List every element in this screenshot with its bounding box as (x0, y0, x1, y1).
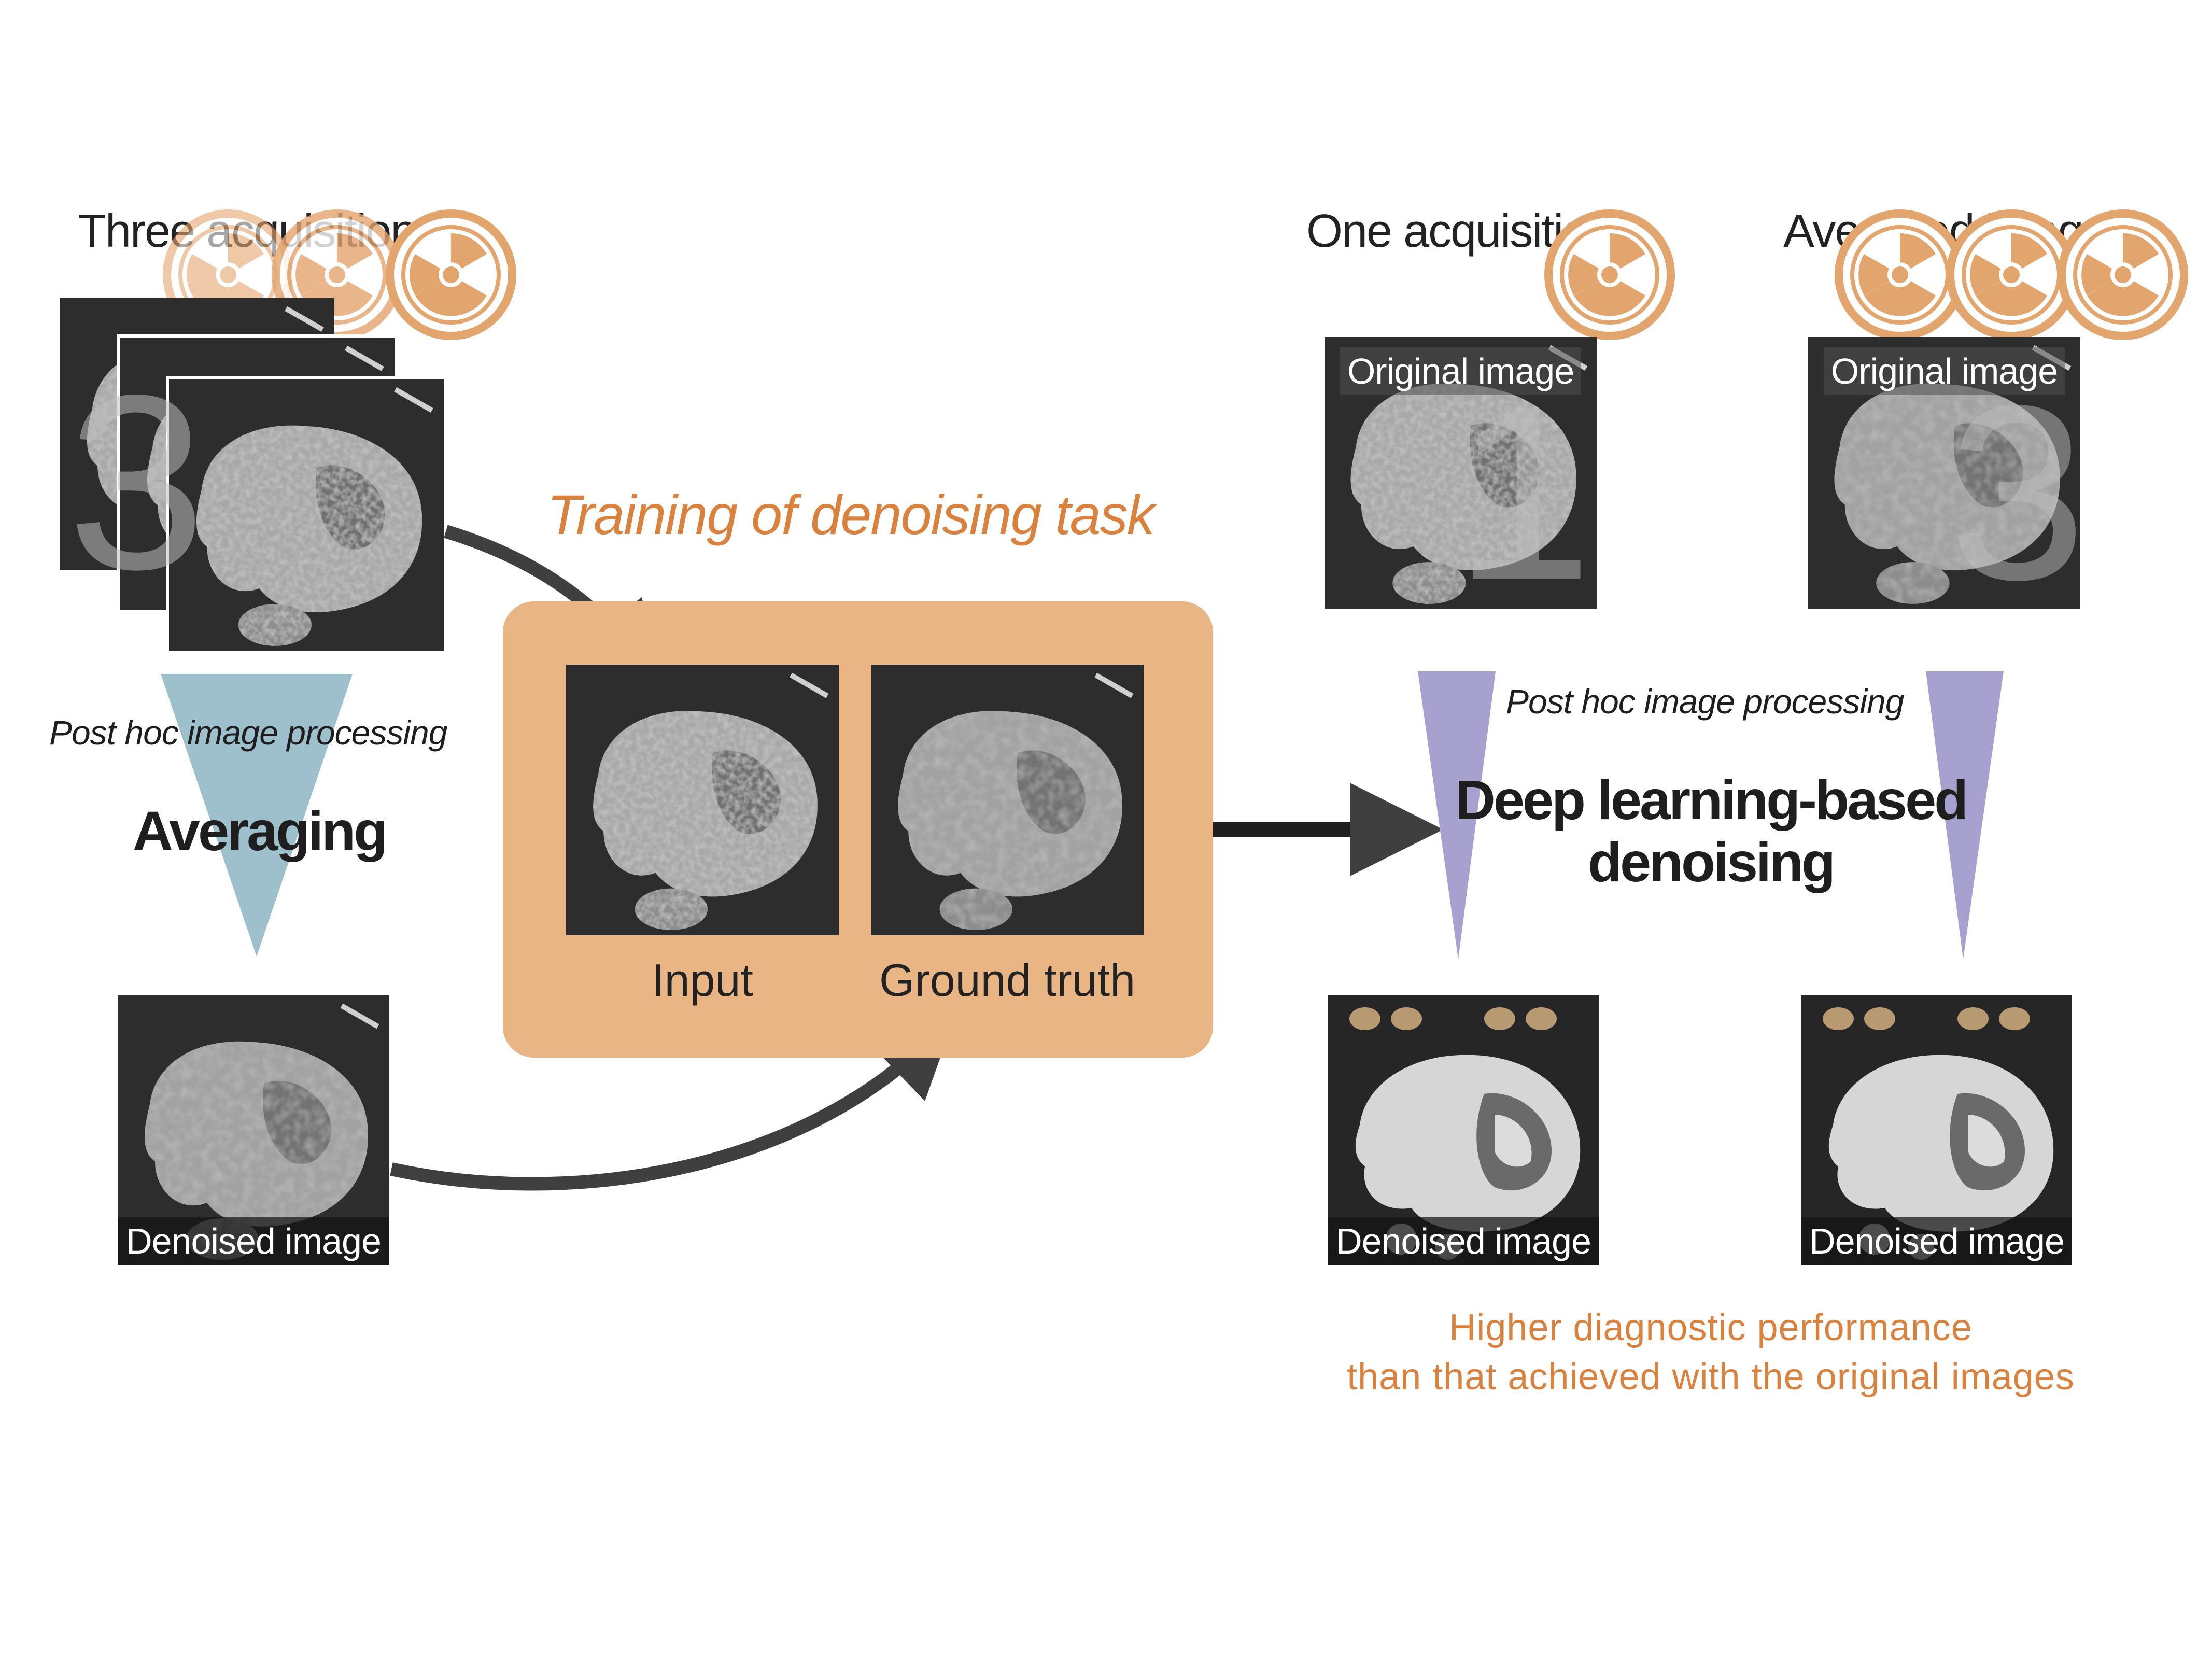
ct-original-one-acquisition: 1 Original image (1325, 337, 1597, 609)
dl-triangle-left (1418, 671, 1496, 959)
radiation-icon (1839, 214, 1961, 336)
post-hoc-label-left: Post hoc image processing (49, 713, 447, 752)
dl-label-line1: Deep learning-based (1455, 768, 1968, 831)
dl-triangle-right (1926, 671, 2004, 959)
ct-denoised-one-acquisition: Denoised image (1328, 995, 1599, 1265)
ground-truth-label: Ground truth (879, 954, 1136, 1006)
radiation-icon-single (1542, 207, 1677, 342)
overlay-number-three: 3 (67, 343, 206, 621)
ct-ground-truth-image (871, 665, 1144, 935)
arrow-to-ground-truth (390, 1016, 955, 1191)
input-label: Input (652, 954, 753, 1006)
averaging-triangle (161, 674, 353, 957)
denoised-caption-right-1: Denoised image (1328, 1217, 1599, 1265)
training-title: Training of denoising task (547, 483, 1155, 546)
overlay-number-one: 1 (1454, 353, 1593, 610)
denoised-caption-left: Denoised image (118, 1217, 389, 1265)
averaging-label: Averaging (132, 799, 388, 862)
dl-label-line2: denoising (1588, 831, 1836, 893)
denoised-caption-right-2: Denoised image (1801, 1217, 2072, 1265)
radiation-icon-group-right (1833, 207, 2195, 342)
radiation-icon (1548, 214, 1671, 336)
ct-slice-acquisition-3 (166, 376, 444, 651)
original-caption-1: Original image (1340, 347, 1581, 395)
radiation-icon (2062, 214, 2184, 336)
overlay-number-avg: 3 (1948, 353, 2080, 610)
radiation-icon (1950, 214, 2073, 336)
ct-denoised-averaged-right: Denoised image (1801, 995, 2072, 1265)
result-line-1: Higher diagnostic performance (1449, 1307, 1973, 1348)
post-hoc-label-right: Post hoc image processing (1506, 682, 1904, 721)
ct-input-image (566, 665, 839, 935)
ct-original-averaged: 3 Original image (1808, 337, 2080, 609)
result-line-2: than that achieved with the original ima… (1347, 1356, 2075, 1398)
ct-denoised-averaged: Denoised image (118, 995, 389, 1265)
original-caption-2: Original image (1824, 347, 2065, 395)
